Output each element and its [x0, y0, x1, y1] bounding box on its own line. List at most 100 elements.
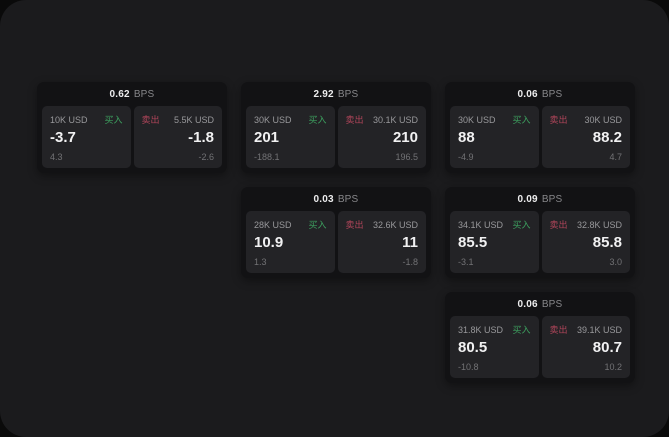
bps-unit: BPS: [541, 298, 563, 310]
buy-change: -3.1: [458, 257, 474, 267]
quote-card: 0.62 BPS 10K USD 买入 -3.7 4.3 卖出 5.5K USD…: [37, 82, 227, 173]
buy-amount: 30K USD: [458, 115, 496, 125]
bps-value: 2.92: [313, 88, 334, 100]
buy-change: -4.9: [458, 152, 474, 162]
sell-panel-top: 卖出 39.1K USD: [550, 323, 623, 336]
card-body: 30K USD 买入 88 -4.9 卖出 30K USD 88.2 4.7: [445, 106, 635, 168]
sell-side-label: 卖出: [345, 115, 364, 125]
sell-change: -2.6: [198, 152, 214, 162]
buy-change: -188.1: [254, 152, 280, 162]
quote-card: 0.09 BPS 34.1K USD 买入 85.5 -3.1 卖出 32.8K…: [445, 187, 635, 278]
buy-amount: 10K USD: [50, 115, 88, 125]
sell-price: 210: [392, 129, 418, 146]
buy-amount: 30K USD: [254, 115, 292, 125]
bps-value: 0.62: [109, 88, 130, 100]
buy-panel-top: 30K USD 买入: [254, 113, 327, 126]
buy-amount: 34.1K USD: [458, 220, 504, 230]
buy-panel[interactable]: 31.8K USD 买入 80.5 -10.8: [450, 316, 539, 378]
sell-panel-top: 卖出 30K USD: [550, 113, 623, 126]
sell-panel[interactable]: 卖出 32.8K USD 85.8 3.0: [541, 211, 630, 273]
sell-side-label: 卖出: [549, 115, 568, 125]
buy-price: 85.5: [458, 234, 488, 251]
bps-header: 0.06 BPS: [445, 82, 635, 106]
buy-price: 201: [254, 129, 280, 146]
bps-unit: BPS: [337, 193, 359, 205]
sell-change: 10.2: [604, 362, 622, 372]
sell-panel[interactable]: 卖出 39.1K USD 80.7 10.2: [541, 316, 630, 378]
buy-panel-top: 10K USD 买入: [50, 113, 123, 126]
buy-panel[interactable]: 30K USD 买入 201 -188.1: [246, 106, 335, 168]
sell-amount: 39.1K USD: [576, 325, 622, 335]
buy-price: 88: [458, 129, 475, 146]
sell-panel-top: 卖出 30.1K USD: [346, 113, 419, 126]
sell-panel[interactable]: 卖出 32.6K USD 11 -1.8: [337, 211, 426, 273]
buy-side-label: 买入: [308, 220, 327, 230]
sell-panel-top: 卖出 32.6K USD: [346, 218, 419, 231]
sell-amount: 32.6K USD: [372, 220, 418, 230]
buy-panel-top: 30K USD 买入: [458, 113, 531, 126]
buy-price: 10.9: [254, 234, 284, 251]
sell-price: 88.2: [592, 129, 622, 146]
buy-change: 1.3: [254, 257, 267, 267]
buy-panel-top: 28K USD 买入: [254, 218, 327, 231]
bps-header: 0.06 BPS: [445, 292, 635, 316]
sell-side-label: 卖出: [549, 220, 568, 230]
sell-change: -1.8: [402, 257, 418, 267]
bps-value: 0.09: [517, 193, 538, 205]
sell-price: 80.7: [592, 339, 622, 356]
bps-value: 0.06: [517, 298, 538, 310]
sell-panel[interactable]: 卖出 30K USD 88.2 4.7: [541, 106, 630, 168]
buy-panel-top: 31.8K USD 买入: [458, 323, 531, 336]
sell-side-label: 卖出: [345, 220, 364, 230]
bps-header: 0.62 BPS: [37, 82, 227, 106]
buy-price: 80.5: [458, 339, 488, 356]
buy-side-label: 买入: [104, 115, 123, 125]
sell-change: 3.0: [609, 257, 622, 267]
sell-panel-top: 卖出 5.5K USD: [142, 113, 215, 126]
card-body: 31.8K USD 买入 80.5 -10.8 卖出 39.1K USD 80.…: [445, 316, 635, 378]
bps-unit: BPS: [541, 193, 563, 205]
sell-amount: 30.1K USD: [372, 115, 418, 125]
buy-amount: 28K USD: [254, 220, 292, 230]
bps-header: 0.03 BPS: [241, 187, 431, 211]
sell-panel[interactable]: 卖出 30.1K USD 210 196.5: [337, 106, 426, 168]
sell-price: 85.8: [592, 234, 622, 251]
quote-card: 2.92 BPS 30K USD 买入 201 -188.1 卖出 30.1K …: [241, 82, 431, 173]
card-body: 28K USD 买入 10.9 1.3 卖出 32.6K USD 11 -1.8: [241, 211, 431, 273]
bps-header: 0.09 BPS: [445, 187, 635, 211]
buy-price: -3.7: [50, 129, 76, 146]
buy-side-label: 买入: [512, 115, 531, 125]
card-body: 10K USD 买入 -3.7 4.3 卖出 5.5K USD -1.8 -2.…: [37, 106, 227, 168]
quote-card: 0.03 BPS 28K USD 买入 10.9 1.3 卖出 32.6K US…: [241, 187, 431, 278]
bps-unit: BPS: [133, 88, 155, 100]
buy-side-label: 买入: [512, 325, 531, 335]
sell-change: 4.7: [609, 152, 622, 162]
sell-side-label: 卖出: [141, 115, 160, 125]
sell-panel[interactable]: 卖出 5.5K USD -1.8 -2.6: [133, 106, 222, 168]
quote-card: 0.06 BPS 31.8K USD 买入 80.5 -10.8 卖出 39.1…: [445, 292, 635, 383]
buy-panel-top: 34.1K USD 买入: [458, 218, 531, 231]
sell-price: -1.8: [188, 129, 214, 146]
buy-change: -10.8: [458, 362, 479, 372]
bps-header: 2.92 BPS: [241, 82, 431, 106]
card-body: 34.1K USD 买入 85.5 -3.1 卖出 32.8K USD 85.8…: [445, 211, 635, 273]
bps-value: 0.06: [517, 88, 538, 100]
sell-amount: 30K USD: [584, 115, 622, 125]
buy-side-label: 买入: [308, 115, 327, 125]
sell-amount: 5.5K USD: [173, 115, 214, 125]
bps-value: 0.03: [313, 193, 334, 205]
sell-amount: 32.8K USD: [576, 220, 622, 230]
sell-panel-top: 卖出 32.8K USD: [550, 218, 623, 231]
quote-card: 0.06 BPS 30K USD 买入 88 -4.9 卖出 30K USD 8…: [445, 82, 635, 173]
buy-panel[interactable]: 30K USD 买入 88 -4.9: [450, 106, 539, 168]
buy-side-label: 买入: [512, 220, 531, 230]
sell-price: 11: [402, 234, 418, 251]
buy-panel[interactable]: 34.1K USD 买入 85.5 -3.1: [450, 211, 539, 273]
buy-change: 4.3: [50, 152, 63, 162]
buy-panel[interactable]: 10K USD 买入 -3.7 4.3: [42, 106, 131, 168]
buy-panel[interactable]: 28K USD 买入 10.9 1.3: [246, 211, 335, 273]
bps-unit: BPS: [541, 88, 563, 100]
card-body: 30K USD 买入 201 -188.1 卖出 30.1K USD 210 1…: [241, 106, 431, 168]
buy-amount: 31.8K USD: [458, 325, 504, 335]
